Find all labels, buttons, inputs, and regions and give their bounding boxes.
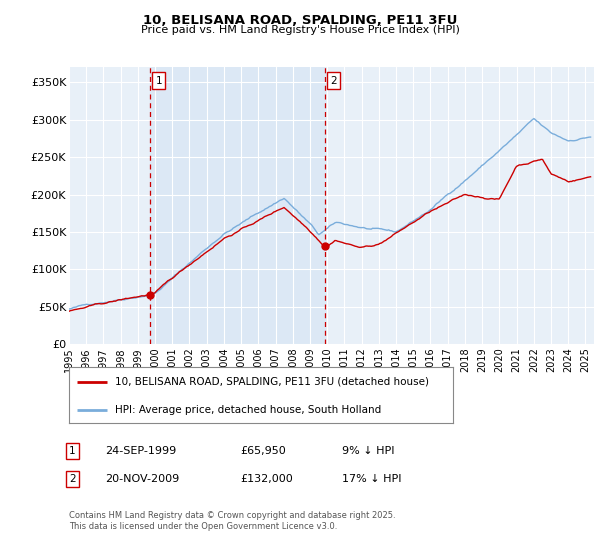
Text: Price paid vs. HM Land Registry's House Price Index (HPI): Price paid vs. HM Land Registry's House … [140, 25, 460, 35]
Text: £65,950: £65,950 [240, 446, 286, 456]
Text: 2: 2 [69, 474, 76, 484]
Text: 17% ↓ HPI: 17% ↓ HPI [342, 474, 401, 484]
Text: 10, BELISANA ROAD, SPALDING, PE11 3FU: 10, BELISANA ROAD, SPALDING, PE11 3FU [143, 14, 457, 27]
Text: Contains HM Land Registry data © Crown copyright and database right 2025.: Contains HM Land Registry data © Crown c… [69, 511, 395, 520]
Text: 10, BELISANA ROAD, SPALDING, PE11 3FU (detached house): 10, BELISANA ROAD, SPALDING, PE11 3FU (d… [115, 377, 429, 387]
Text: HPI: Average price, detached house, South Holland: HPI: Average price, detached house, Sout… [115, 405, 382, 415]
Text: 1: 1 [155, 76, 162, 86]
Text: 20-NOV-2009: 20-NOV-2009 [105, 474, 179, 484]
Text: 24-SEP-1999: 24-SEP-1999 [105, 446, 176, 456]
Text: 2: 2 [331, 76, 337, 86]
Text: 9% ↓ HPI: 9% ↓ HPI [342, 446, 395, 456]
Text: 1: 1 [69, 446, 76, 456]
Bar [151, 67, 325, 344]
Text: £132,000: £132,000 [240, 474, 293, 484]
Text: This data is licensed under the Open Government Licence v3.0.: This data is licensed under the Open Gov… [69, 522, 337, 531]
